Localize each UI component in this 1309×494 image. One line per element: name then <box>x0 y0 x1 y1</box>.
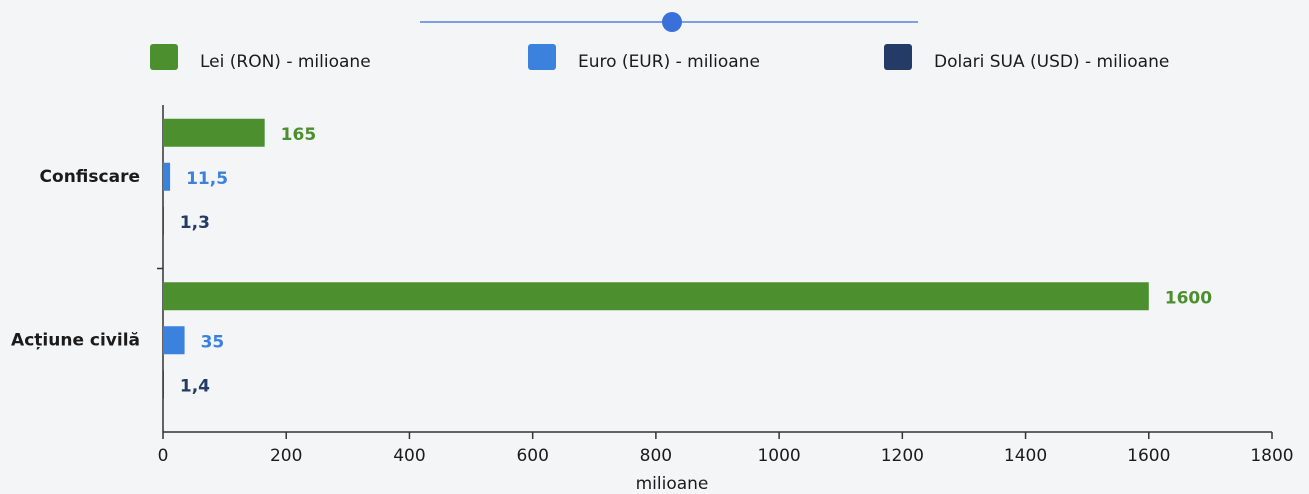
value-label: 165 <box>281 125 317 145</box>
legend-label: Euro (EUR) - milioane <box>578 52 760 72</box>
x-tick-label: 1600 <box>1127 446 1170 466</box>
value-label: 1600 <box>1165 288 1212 308</box>
bar <box>163 370 164 399</box>
legend-swatch <box>528 44 556 70</box>
x-tick-label: 600 <box>516 446 548 466</box>
legend-label: Dolari SUA (USD) - milioane <box>934 52 1169 72</box>
x-tick-label: 1800 <box>1250 446 1293 466</box>
bar <box>163 326 185 355</box>
x-axis-label: milioane <box>636 474 709 494</box>
bar <box>163 118 265 147</box>
x-tick-label: 200 <box>270 446 302 466</box>
y-tick-label: Acțiune civilă <box>11 330 140 350</box>
value-label: 35 <box>201 332 225 352</box>
legend-swatch <box>150 44 178 70</box>
x-tick-label: 0 <box>158 446 169 466</box>
x-tick-label: 1400 <box>1004 446 1047 466</box>
y-tick-label: Confiscare <box>40 167 140 187</box>
value-label: 1,3 <box>180 213 210 233</box>
legend-swatch <box>884 44 912 70</box>
legend-label: Lei (RON) - milioane <box>200 52 371 72</box>
x-tick-label: 1200 <box>881 446 924 466</box>
value-label: 1,4 <box>180 376 210 396</box>
bar <box>163 206 164 235</box>
x-tick-label: 800 <box>640 446 672 466</box>
bar <box>163 282 1149 311</box>
value-label: 11,5 <box>186 169 228 189</box>
bar <box>163 162 171 191</box>
x-tick-label: 400 <box>393 446 425 466</box>
x-tick-label: 1000 <box>757 446 800 466</box>
slider-knob <box>662 12 682 32</box>
